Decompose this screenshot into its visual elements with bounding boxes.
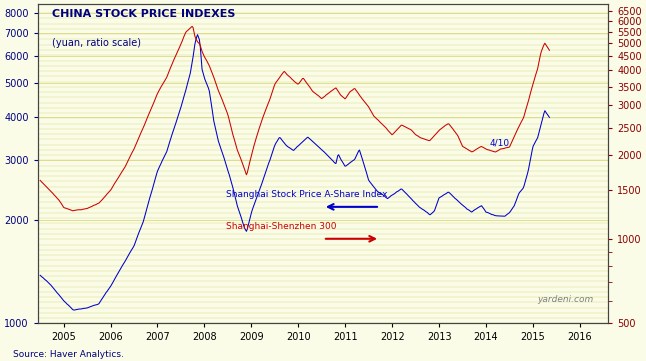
Text: 4/10: 4/10 xyxy=(490,139,510,148)
Text: yardeni.com: yardeni.com xyxy=(537,295,594,304)
Text: CHINA STOCK PRICE INDEXES: CHINA STOCK PRICE INDEXES xyxy=(52,9,235,19)
Text: Shanghai Stock Price A-Share Index: Shanghai Stock Price A-Share Index xyxy=(226,190,388,199)
Text: Source: Haver Analytics.: Source: Haver Analytics. xyxy=(13,350,124,359)
Text: (yuan, ratio scale): (yuan, ratio scale) xyxy=(52,38,141,48)
Text: Shanghai-Shenzhen 300: Shanghai-Shenzhen 300 xyxy=(226,222,337,231)
